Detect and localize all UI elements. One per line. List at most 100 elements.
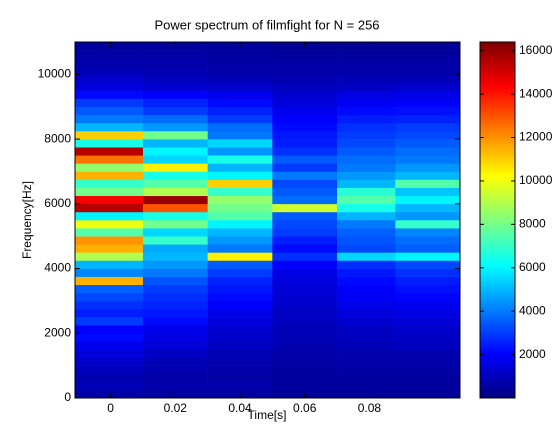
heatmap-cell bbox=[395, 276, 461, 286]
heatmap-cell bbox=[207, 309, 273, 318]
colorbar-swatch bbox=[480, 167, 515, 171]
colorbar-swatch bbox=[480, 208, 515, 213]
colorbar-swatch bbox=[480, 89, 515, 93]
colorbar-swatch bbox=[480, 100, 515, 104]
heatmap-cell bbox=[337, 244, 396, 253]
heatmap-cell bbox=[207, 381, 273, 391]
heatmap-cell bbox=[395, 309, 461, 318]
heatmap-cell bbox=[395, 341, 461, 350]
colorbar-swatch bbox=[480, 175, 515, 179]
colorbar-tick-label: 6000 bbox=[519, 260, 546, 274]
heatmap-cell bbox=[142, 357, 208, 366]
heatmap-cell bbox=[142, 333, 208, 342]
heatmap-cell bbox=[337, 357, 396, 366]
heatmap-cell bbox=[75, 74, 144, 83]
heatmap-cell bbox=[272, 179, 338, 188]
colorbar-tick-label: 12000 bbox=[519, 130, 553, 144]
heatmap-cell bbox=[142, 106, 208, 116]
heatmap-cell bbox=[272, 349, 338, 358]
x-tick-label: 0.04 bbox=[228, 401, 252, 415]
heatmap-cell bbox=[395, 381, 461, 391]
heatmap-cell bbox=[395, 66, 461, 75]
heatmap-cell bbox=[142, 131, 208, 140]
y-tick-label: 6000 bbox=[44, 196, 71, 210]
colorbar-swatch bbox=[480, 111, 515, 115]
colorbar-swatch bbox=[480, 144, 515, 149]
heatmap-cell bbox=[75, 203, 144, 213]
colorbar-swatch bbox=[480, 272, 515, 277]
heatmap-cell bbox=[75, 300, 144, 310]
heatmap-cell bbox=[207, 171, 273, 180]
heatmap-cell bbox=[142, 179, 208, 188]
colorbar-swatch bbox=[480, 339, 515, 343]
colorbar-swatch bbox=[480, 119, 515, 124]
heatmap-cell bbox=[272, 325, 338, 334]
colorbar-swatch bbox=[480, 253, 515, 257]
heatmap-cell bbox=[142, 211, 208, 221]
heatmap-cell bbox=[337, 236, 396, 245]
colorbar-swatch bbox=[480, 197, 515, 202]
heatmap-cell bbox=[337, 309, 396, 318]
heatmap-cell bbox=[395, 179, 461, 188]
colorbar-swatch bbox=[480, 61, 515, 65]
colorbar-swatch bbox=[480, 392, 515, 396]
heatmap-cell bbox=[142, 220, 208, 229]
colorbar-swatch bbox=[480, 200, 515, 204]
colorbar-swatch bbox=[480, 42, 515, 46]
heatmap-cell bbox=[142, 260, 208, 269]
x-tick-label: 0.06 bbox=[293, 401, 317, 415]
heatmap-cell bbox=[75, 66, 144, 75]
heatmap-cell bbox=[142, 90, 208, 99]
heatmap-cell bbox=[207, 357, 273, 366]
y-tick-label: 4000 bbox=[44, 261, 71, 275]
heatmap-cell bbox=[337, 187, 396, 197]
heatmap-cell bbox=[272, 98, 338, 108]
heatmap-cell bbox=[207, 365, 273, 375]
heatmap-cell bbox=[207, 147, 273, 156]
heatmap-cell bbox=[395, 195, 461, 205]
heatmap-cell bbox=[272, 292, 338, 302]
heatmap-cell bbox=[142, 341, 208, 350]
colorbar-swatch bbox=[480, 364, 515, 368]
heatmap-cell bbox=[272, 131, 338, 140]
colorbar-swatch bbox=[480, 370, 515, 374]
colorbar-swatch bbox=[480, 378, 515, 382]
heatmap-cell bbox=[207, 333, 273, 342]
heatmap-cell bbox=[337, 179, 396, 188]
colorbar-swatch bbox=[480, 389, 515, 393]
heatmap-cell bbox=[75, 82, 144, 91]
heatmap-cell bbox=[142, 284, 208, 294]
heatmap-cell bbox=[207, 82, 273, 91]
heatmap-cell bbox=[142, 139, 208, 148]
heatmap-cell bbox=[75, 389, 144, 399]
colorbar-swatch bbox=[480, 228, 515, 232]
heatmap-cell bbox=[142, 147, 208, 156]
heatmap-cell bbox=[207, 195, 273, 205]
heatmap-cell bbox=[142, 244, 208, 253]
heatmap-cell bbox=[395, 163, 461, 172]
heatmap-cell bbox=[207, 179, 273, 188]
colorbar-swatch bbox=[480, 231, 515, 235]
heatmap-cell bbox=[207, 284, 273, 294]
colorbar-swatch bbox=[480, 361, 515, 366]
heatmap-cell bbox=[207, 66, 273, 75]
heatmap-cell bbox=[272, 284, 338, 294]
heatmap-cell bbox=[207, 187, 273, 197]
heatmap-cell bbox=[142, 82, 208, 91]
heatmap-cell bbox=[272, 244, 338, 253]
heatmap-cell bbox=[395, 106, 461, 116]
heatmap-cell bbox=[395, 98, 461, 108]
colorbar-swatch bbox=[480, 375, 515, 380]
heatmap-cell bbox=[75, 163, 144, 172]
heatmap-cell bbox=[142, 236, 208, 245]
heatmap-cell bbox=[75, 268, 144, 277]
heatmap-cell bbox=[337, 228, 396, 237]
colorbar-swatch bbox=[480, 183, 515, 188]
colorbar-frame bbox=[479, 41, 516, 399]
heatmap-cell bbox=[142, 171, 208, 180]
colorbar-swatch bbox=[480, 247, 515, 252]
heatmap-cell bbox=[395, 171, 461, 180]
x-tick-label: 0.08 bbox=[358, 401, 382, 415]
heatmap-cell bbox=[207, 211, 273, 221]
